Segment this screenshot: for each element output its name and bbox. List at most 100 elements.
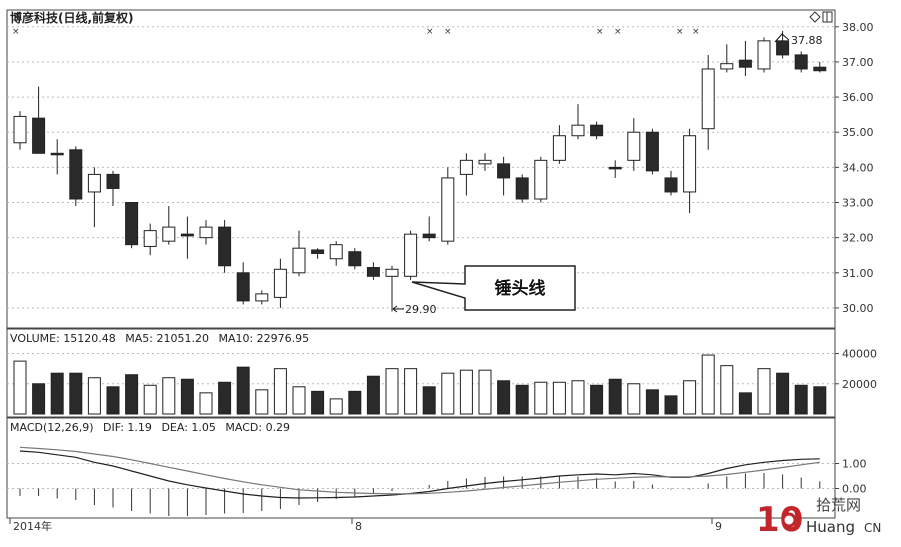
volume-bar: [218, 381, 232, 415]
event-marker-icon: ×: [596, 27, 604, 37]
candle-body: [348, 251, 362, 267]
candle: [683, 128, 697, 214]
candle: [385, 265, 399, 312]
candle: [106, 170, 120, 207]
volume-bar: [515, 384, 529, 415]
event-marker-icon: ×: [692, 27, 700, 37]
volume-bar: [311, 390, 325, 415]
candle-body: [32, 117, 46, 154]
candle: [13, 111, 27, 150]
volume-bar: [180, 378, 194, 415]
candle-body: [552, 135, 566, 161]
event-marker-icon: ×: [614, 27, 622, 37]
candle: [497, 156, 511, 196]
candle-body: [329, 244, 343, 260]
candle-body: [162, 226, 176, 242]
volume-bar: [720, 365, 734, 415]
event-marker-icon: ×: [12, 27, 20, 37]
candle: [422, 216, 436, 242]
candle-body: [87, 173, 101, 193]
candle-body: [534, 159, 548, 200]
macd-tick-label: 0.00: [842, 483, 867, 496]
date-labels: 2014年 8 9: [9, 518, 722, 533]
volume-bar: [32, 383, 46, 415]
candle: [87, 167, 101, 228]
volume-bar: [552, 381, 566, 415]
volume-axis-ticks: 40000 20000: [835, 348, 877, 391]
candle-body: [776, 40, 790, 56]
candle-body: [106, 173, 120, 189]
macd-dif-label: DIF: 1.19: [103, 421, 152, 434]
volume-bar: [292, 386, 306, 415]
candle: [645, 128, 659, 175]
callout-text: 锤头线: [495, 278, 546, 299]
candle-body: [497, 163, 511, 179]
candle-body: [273, 268, 287, 298]
volume-bar: [199, 392, 213, 415]
candle-body: [794, 54, 808, 70]
low-price-label: 29.90: [405, 303, 437, 316]
event-marker-icon: ×: [676, 27, 684, 37]
candle: [366, 262, 380, 280]
candle: [738, 40, 752, 76]
volume-bar: [645, 389, 659, 415]
candle: [273, 258, 287, 308]
volume-bar: [273, 368, 287, 415]
low-price-annotation: 29.90: [392, 303, 437, 316]
candle: [199, 220, 213, 245]
candle: [459, 153, 473, 196]
candle: [515, 174, 529, 203]
volume-bar: [50, 372, 64, 415]
volume-value-label: VOLUME: 15120.48: [10, 332, 116, 345]
window-icon[interactable]: [822, 11, 833, 23]
volume-bar: [571, 380, 585, 415]
volume-bar: [385, 368, 399, 415]
volume-grid: [7, 353, 835, 385]
volume-bar: [143, 384, 157, 415]
candle: [311, 248, 325, 259]
candle: [701, 54, 715, 150]
volume-bar: [627, 383, 641, 415]
candle-body: [13, 115, 27, 144]
candle-body: [645, 131, 659, 172]
candle-body: [404, 233, 418, 277]
candle-body: [813, 66, 827, 72]
volume-bar: [236, 366, 250, 415]
watermark-ring-icon: [781, 512, 797, 528]
candle: [69, 146, 83, 207]
candle: [143, 223, 157, 256]
candle-body: [720, 63, 734, 70]
macd-params-label: MACD(12,26,9): [10, 421, 94, 434]
volume-header-label: VOLUME: 15120.48 MA5: 21051.20 MA10: 229…: [10, 332, 309, 345]
macd-dea-label: DEA: 1.05: [161, 421, 215, 434]
candle-body: [366, 267, 380, 277]
candle-body: [255, 293, 269, 302]
chart-title: 博彦科技(日线,前复权): [10, 10, 134, 25]
dea-line: [19, 446, 820, 495]
price-axis-ticks: 38.00 37.00 36.00 35.00 34.00 33.00 32.00 31.00…: [835, 21, 874, 315]
candle-body: [738, 59, 752, 68]
candle-body: [50, 152, 64, 156]
low-arrowhead-icon: [392, 305, 398, 313]
candle: [180, 216, 194, 259]
candle: [590, 121, 604, 140]
volume-bar: [701, 354, 715, 415]
volume-bar: [348, 390, 362, 415]
volume-bar: [162, 377, 176, 415]
candle: [125, 202, 139, 249]
candle: [608, 160, 622, 178]
volume-bar: [664, 395, 678, 415]
volume-bar: [757, 368, 771, 415]
volume-bar: [794, 384, 808, 415]
candle-body: [69, 149, 83, 200]
candle-body: [701, 68, 715, 130]
date-label: 9: [715, 520, 722, 533]
macd-lines: [19, 446, 820, 499]
price-tick-label: 30.00: [842, 302, 874, 315]
diamond-icon[interactable]: [809, 11, 821, 23]
candle-body: [125, 202, 139, 246]
candle-body: [441, 177, 455, 242]
price-tick-label: 37.00: [842, 56, 874, 69]
high-price-label: 37.88: [791, 34, 823, 47]
